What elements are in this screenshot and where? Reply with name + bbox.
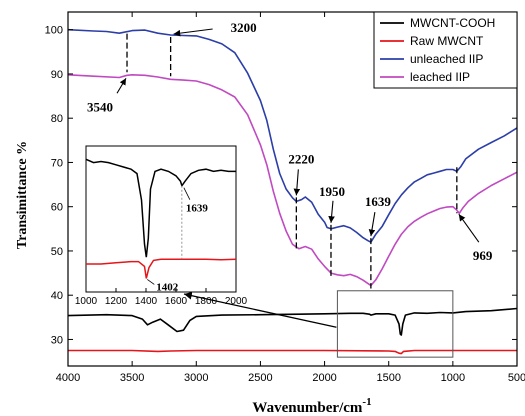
arrow-1950 [328,200,335,223]
legend-label-3: leached IIP [410,70,470,84]
x-tick-label: 2500 [248,372,272,384]
x-tick-label: 3500 [120,372,144,384]
arrow-2220 [293,169,301,196]
plot-frame [67,11,518,367]
inset-annotation-1402: 1402 [156,281,179,293]
series-line-3 [67,74,518,287]
legend-label-2: unleached IIP [410,52,483,66]
x-tick-label: 500 [508,372,525,384]
arrow-3200 [173,28,213,37]
y-tick-label: 30 [51,334,63,346]
inset-line-red [86,258,237,279]
x-tick-label: 2000 [312,372,336,384]
legend: MWCNT-COOH Raw MWCNT unleached IIP leached … [373,11,518,89]
inset-leader-1402 [147,279,155,285]
annotation-layer: 3200 3540 2220 1950 1639 969 [87,20,493,289]
inset-frame [85,145,237,293]
series-line-0 [67,307,518,336]
inset-chart: 1000 1200 1400 1600 1800 2000 1639 1402 [75,145,454,358]
y-tick-label: 40 [51,290,63,302]
annotation-1950: 1950 [319,184,345,199]
legend-box [373,11,518,89]
annotation-3200: 3200 [231,20,257,35]
inset-leader-1639 [183,187,191,200]
legend-label-0: MWCNT-COOH [410,16,495,30]
x-tick-label: 1500 [376,372,400,384]
inset-x-tick-label: 1200 [105,296,128,307]
y-tick-label: 50 [51,246,63,258]
x-tick-label: 3000 [184,372,208,384]
legend-label-1: Raw MWCNT [410,34,484,48]
series-line-1 [68,349,517,355]
x-tick-label: 1000 [441,372,465,384]
y-tick-label: 60 [51,202,63,214]
inset-annotation-1639: 1639 [186,203,209,215]
y-tick-label: 80 [51,113,63,125]
arrow-1639 [368,212,376,237]
annotation-2220: 2220 [288,151,314,166]
y-axis-label: Transimittance % [15,141,30,249]
inset-line-black [85,158,236,258]
arrow-3540 [116,77,127,94]
arrow-969 [458,213,480,243]
axes: 4000 3500 3000 2500 2000 1500 1000 500 30 40 50 60 7… [45,11,525,384]
zoom-connector-arrow [183,291,337,328]
annotation-1639: 1639 [365,194,392,209]
inset-x-tick-label: 1800 [195,296,218,307]
inset-x-tick-label: 2000 [225,296,248,307]
annotation-3540: 3540 [87,99,113,114]
x-axis-label: Wavenumber/cm-1 [252,396,371,416]
inset-x-tick-label: 1600 [165,296,188,307]
x-tick-label: 4000 [56,372,80,384]
y-tick-label: 70 [51,157,63,169]
inset-x-tick-label: 1000 [75,296,98,307]
x-axis-label-superscript: -1 [362,396,371,408]
y-tick-label: 100 [45,25,63,37]
y-tick-label: 90 [51,69,63,81]
zoom-box [336,290,454,358]
annotation-969: 969 [473,248,493,263]
inset-x-tick-label: 1400 [135,296,158,307]
